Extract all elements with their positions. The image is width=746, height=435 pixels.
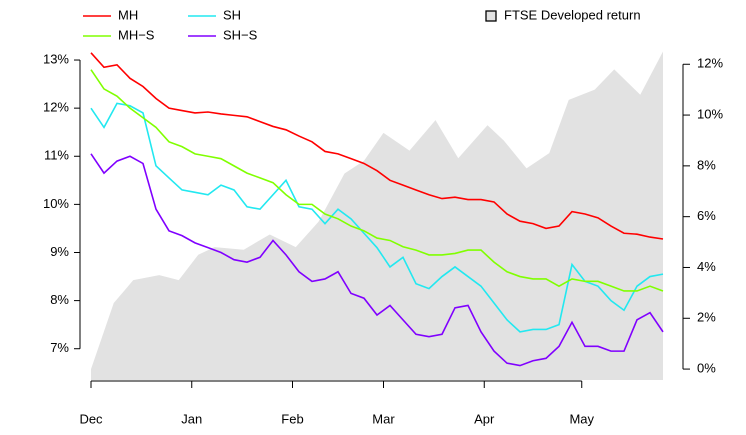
y-tick-label: 12% — [43, 100, 69, 115]
legend-label: FTSE Developed return — [504, 7, 641, 22]
legend-label: MH−S — [118, 27, 155, 42]
y2-tick-label: 10% — [697, 106, 723, 121]
y-tick-label: 11% — [44, 148, 69, 163]
legend-label: MH — [118, 7, 138, 22]
x-tick-label: Jan — [181, 411, 202, 426]
y2-tick-label: 2% — [697, 310, 716, 325]
line — [90, 153, 664, 367]
x-tick-label: Feb — [281, 411, 303, 426]
y-tick-label: 7% — [50, 340, 69, 355]
y2-tick-label: 4% — [697, 259, 716, 274]
legend-label: SH−S — [223, 27, 258, 42]
y-tick-label: 9% — [50, 244, 69, 259]
y-tick-label: 10% — [43, 196, 69, 211]
y2-tick-label: 12% — [697, 56, 723, 71]
y-tick-label: 13% — [43, 51, 69, 66]
line — [90, 52, 664, 240]
legend-swatch — [485, 10, 497, 22]
x-tick-label: Dec — [79, 411, 103, 426]
y-tick-label: 8% — [50, 292, 69, 307]
y2-tick-label: 8% — [697, 157, 716, 172]
area — [91, 51, 663, 380]
x-tick-label: Apr — [474, 411, 495, 426]
legend-label: SH — [223, 7, 241, 22]
y2-tick-label: 6% — [697, 208, 716, 223]
x-tick-label: Mar — [372, 411, 395, 426]
line — [90, 102, 664, 333]
y2-tick-label: 0% — [697, 361, 716, 376]
x-tick-label: May — [569, 411, 594, 426]
line — [90, 69, 664, 292]
